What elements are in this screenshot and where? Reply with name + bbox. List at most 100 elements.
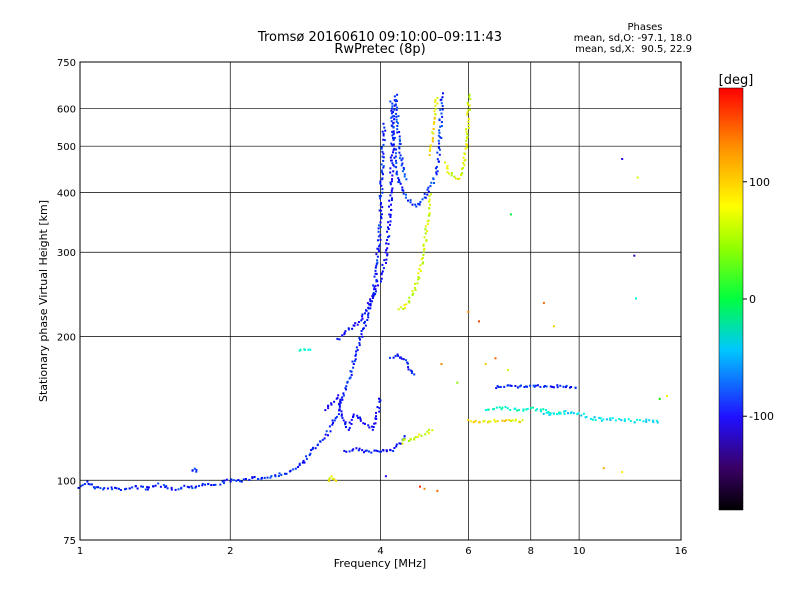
data-point bbox=[381, 177, 384, 180]
data-point bbox=[392, 149, 395, 152]
data-point bbox=[367, 312, 370, 315]
data-point bbox=[521, 419, 524, 422]
data-point bbox=[379, 182, 382, 185]
data-point bbox=[396, 173, 399, 176]
data-point bbox=[393, 165, 396, 168]
data-point bbox=[352, 448, 355, 451]
data-point bbox=[349, 376, 352, 379]
data-point bbox=[381, 263, 384, 266]
data-point bbox=[180, 486, 183, 489]
data-point bbox=[652, 421, 655, 424]
y-tick-label: 500 bbox=[57, 142, 76, 153]
data-point bbox=[417, 272, 420, 275]
data-point bbox=[467, 124, 470, 127]
data-point bbox=[399, 139, 401, 142]
data-point bbox=[426, 193, 429, 196]
data-point bbox=[389, 156, 392, 159]
data-point bbox=[517, 409, 520, 412]
data-point bbox=[423, 487, 426, 490]
data-point bbox=[337, 413, 340, 416]
data-point bbox=[633, 254, 636, 257]
y-axis-ticks: 75 100 200 300 400 500 600 750 bbox=[57, 58, 76, 547]
data-point bbox=[407, 300, 410, 303]
data-point bbox=[393, 108, 396, 111]
data-point bbox=[389, 449, 392, 452]
plot-frame bbox=[79, 61, 682, 541]
data-point bbox=[361, 335, 364, 338]
data-point bbox=[154, 484, 157, 487]
data-point bbox=[357, 449, 360, 452]
data-point bbox=[134, 485, 137, 488]
data-point bbox=[352, 415, 355, 418]
data-point bbox=[421, 198, 424, 201]
data-point bbox=[257, 478, 260, 481]
data-point bbox=[377, 230, 380, 233]
data-point bbox=[611, 417, 614, 420]
data-point bbox=[383, 126, 386, 129]
data-point bbox=[545, 409, 548, 411]
data-point bbox=[333, 478, 336, 481]
data-point bbox=[223, 479, 226, 482]
data-point bbox=[503, 385, 506, 388]
data-point bbox=[435, 165, 438, 168]
data-point bbox=[387, 221, 390, 224]
data-point bbox=[170, 486, 173, 489]
data-point bbox=[379, 180, 382, 183]
data-point bbox=[400, 164, 403, 167]
data-point bbox=[468, 104, 471, 107]
data-point bbox=[602, 418, 605, 421]
data-point bbox=[465, 139, 468, 142]
data-point bbox=[428, 148, 431, 151]
data-point bbox=[309, 348, 312, 351]
data-point bbox=[408, 440, 410, 442]
data-point bbox=[106, 487, 109, 490]
data-point bbox=[403, 435, 406, 438]
data-point bbox=[559, 384, 562, 387]
data-point bbox=[419, 201, 422, 203]
data-point bbox=[409, 199, 412, 202]
data-point bbox=[426, 223, 429, 226]
data-point bbox=[510, 420, 512, 422]
data-point bbox=[348, 450, 351, 453]
data-point bbox=[372, 294, 375, 297]
data-point bbox=[111, 488, 114, 491]
data-point bbox=[401, 157, 404, 160]
data-point bbox=[356, 349, 359, 352]
colorbar-tick-label: 100 bbox=[749, 176, 770, 189]
data-point bbox=[450, 172, 453, 174]
data-point bbox=[363, 451, 365, 454]
data-point bbox=[390, 199, 393, 201]
data-point bbox=[401, 162, 404, 165]
data-point bbox=[86, 480, 89, 483]
data-point bbox=[379, 195, 382, 197]
data-point bbox=[190, 485, 193, 488]
data-point bbox=[373, 449, 376, 452]
data-point bbox=[125, 487, 128, 490]
data-point bbox=[314, 447, 317, 450]
data-point bbox=[614, 419, 617, 422]
data-point bbox=[373, 422, 376, 425]
data-point bbox=[396, 125, 399, 127]
data-point bbox=[174, 488, 177, 491]
data-point bbox=[204, 483, 207, 486]
data-point bbox=[387, 242, 390, 245]
data-point bbox=[529, 407, 532, 410]
data-point bbox=[401, 170, 404, 173]
data-point bbox=[328, 479, 331, 482]
colorbar-ticks: 100 0 -100 bbox=[743, 176, 774, 423]
data-point bbox=[308, 454, 311, 457]
data-point bbox=[463, 152, 466, 155]
data-point bbox=[433, 110, 436, 113]
data-point bbox=[342, 394, 345, 397]
data-point bbox=[398, 145, 401, 148]
data-point bbox=[511, 419, 514, 422]
data-point bbox=[378, 407, 381, 410]
data-point bbox=[434, 100, 437, 103]
colorbar-tick-label: 0 bbox=[749, 293, 756, 306]
x-tick-label: 6 bbox=[465, 546, 471, 557]
data-point bbox=[131, 486, 134, 489]
data-point bbox=[341, 398, 344, 401]
data-point bbox=[342, 419, 345, 422]
data-point bbox=[343, 333, 346, 336]
